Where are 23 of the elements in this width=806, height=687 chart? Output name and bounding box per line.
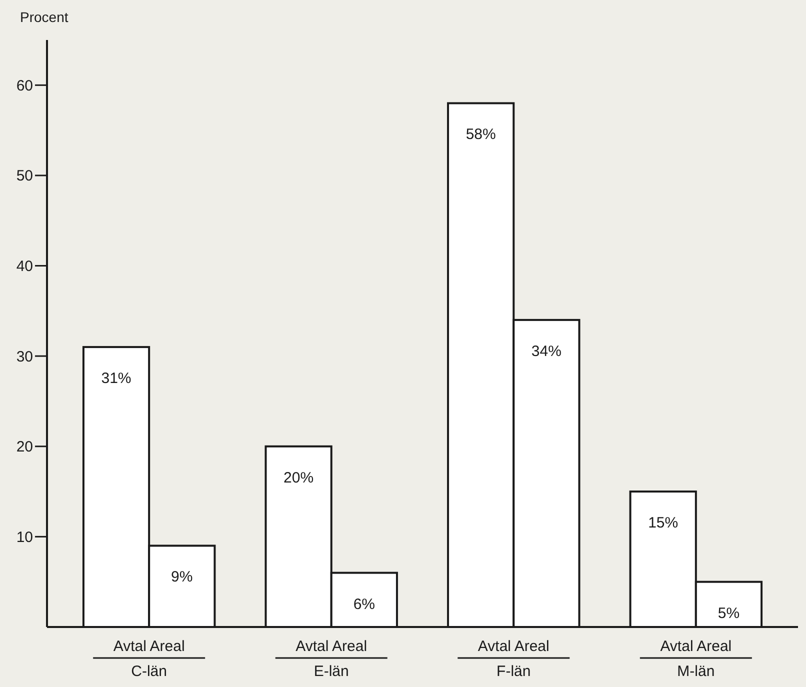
text: Avtal Areal [478,638,550,655]
y-tick-label: 20 [16,438,33,456]
y-tick-label: 30 [16,348,33,366]
y-axis-title: Procent [20,9,68,25]
text: Avtal Areal [296,638,368,655]
data-label: 5% [718,604,740,622]
data-label: 15% [648,514,678,532]
x-tick-label: M-län [677,663,715,680]
data-label: 58% [466,126,496,144]
text: Avtal Areal [113,638,185,655]
data-label: 31% [101,370,132,388]
y-tick-label: 40 [16,258,33,276]
data-label: 20% [284,469,314,486]
data-label: 34% [531,342,562,360]
data-label: 9% [171,568,193,586]
text: Avtal Areal [660,638,732,655]
y-tick-label: 10 [16,528,33,546]
y-tick-label: 60 [16,77,33,94]
data-label: 6% [353,596,376,613]
x-tick-label: F-län [496,663,531,680]
x-tick-label: C-län [131,663,168,680]
y-tick-label: 50 [16,168,33,185]
x-tick-label: E-län [314,663,349,680]
